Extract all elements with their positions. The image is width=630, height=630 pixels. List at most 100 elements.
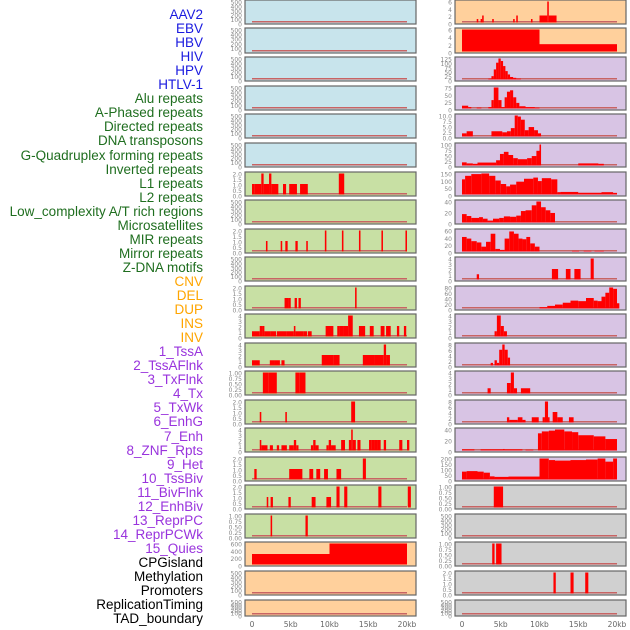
bar xyxy=(403,326,407,337)
y-tick-label: 2 xyxy=(448,359,452,366)
bar xyxy=(288,497,291,508)
panel-background xyxy=(244,56,417,82)
bar xyxy=(503,448,505,451)
feature-label: Inverted repeats xyxy=(105,161,203,177)
bar xyxy=(537,181,542,195)
y-tick-label: 3 xyxy=(238,433,242,440)
bar xyxy=(494,331,497,337)
bar xyxy=(343,326,349,337)
bar xyxy=(510,372,514,394)
bar xyxy=(269,173,272,195)
feature-label: CNV xyxy=(174,273,203,289)
bar xyxy=(522,419,526,423)
baseline xyxy=(252,392,407,394)
y-tick-label: 1 xyxy=(448,387,452,394)
bar xyxy=(570,460,586,480)
panel-background xyxy=(244,27,417,54)
panel-right-19: 1.000.750.500.250.00 xyxy=(439,541,627,571)
bar xyxy=(276,445,280,451)
bar xyxy=(544,401,549,423)
feature-label: HPV xyxy=(175,63,203,79)
bar xyxy=(594,250,604,252)
bar xyxy=(293,440,297,451)
bar xyxy=(481,173,490,195)
bar xyxy=(270,331,277,337)
panel-background xyxy=(454,56,627,82)
baseline xyxy=(462,592,617,594)
bar xyxy=(487,220,493,223)
bar xyxy=(496,160,500,166)
bar xyxy=(300,184,308,195)
bar xyxy=(517,159,528,166)
bar xyxy=(315,445,319,451)
baseline xyxy=(462,78,617,80)
bar xyxy=(539,458,549,480)
bar xyxy=(525,449,534,451)
y-tick-label: 1 xyxy=(238,444,242,451)
bar xyxy=(310,445,314,451)
bar xyxy=(495,180,501,195)
y-tick-label: 300 xyxy=(231,605,243,612)
y-tick-label: 0.5 xyxy=(232,302,242,309)
y-tick-label: 125 xyxy=(441,57,453,64)
y-tick-label: 100 xyxy=(231,274,243,281)
feature-label: EBV xyxy=(175,21,203,37)
bar xyxy=(526,236,531,252)
y-tick-label: 100 xyxy=(231,611,243,618)
y-tick-label: 200 xyxy=(231,156,243,163)
y-tick-label: 100 xyxy=(441,531,453,538)
y-tick-label: 200 xyxy=(231,213,243,220)
y-tick-label: 1.00 xyxy=(229,371,243,378)
bar xyxy=(503,66,506,80)
y-tick-label: 0 xyxy=(448,536,452,543)
baseline xyxy=(252,421,407,423)
feature-label: 6_EnhG xyxy=(153,414,203,430)
bar xyxy=(517,417,523,423)
panel-left-6: 2.01.51.00.50.0 xyxy=(232,171,417,201)
bar xyxy=(325,326,334,337)
baseline xyxy=(252,193,407,195)
bar xyxy=(574,269,581,280)
y-tick-label: 0 xyxy=(448,422,452,429)
y-tick-label: 0 xyxy=(448,165,452,172)
y-tick-label: 2 xyxy=(238,325,242,332)
panel-left-10: 2.01.51.00.50.0 xyxy=(232,285,417,315)
bar xyxy=(285,412,287,423)
bar xyxy=(503,151,509,166)
y-tick-label: 1.5 xyxy=(232,291,242,298)
panel-background xyxy=(454,342,627,368)
y-tick-label: 100 xyxy=(231,74,243,81)
y-tick-label: 300 xyxy=(441,605,453,612)
panel-background xyxy=(244,85,417,111)
y-tick-label: 6 xyxy=(448,28,452,35)
baseline xyxy=(462,364,617,366)
y-tick-label: 3 xyxy=(238,319,242,326)
bar xyxy=(496,362,500,366)
bar xyxy=(513,19,515,23)
y-tick-label: 0.75 xyxy=(439,547,453,554)
bar xyxy=(482,15,484,23)
y-tick-label: 75 xyxy=(444,86,452,93)
panel-background xyxy=(244,142,417,168)
y-tick-label: 60 xyxy=(444,229,452,236)
bar xyxy=(519,106,526,109)
y-tick-label: 2.0 xyxy=(442,571,452,578)
y-tick-label: 8 xyxy=(448,343,452,350)
bar xyxy=(545,210,551,223)
y-tick-label: 0 xyxy=(448,614,452,621)
bar xyxy=(555,304,563,309)
y-tick-label: 0 xyxy=(448,479,452,486)
bar xyxy=(481,246,487,252)
y-tick-label: 0 xyxy=(448,22,452,29)
panel-right-17: 1.000.750.500.250.00 xyxy=(439,484,627,514)
bar xyxy=(613,288,617,309)
y-tick-label: 8 xyxy=(448,400,452,407)
y-tick-label: 0.00 xyxy=(229,393,243,400)
bar xyxy=(548,430,555,451)
y-tick-label: 0 xyxy=(238,51,242,58)
feature-label: MIR repeats xyxy=(129,231,203,247)
